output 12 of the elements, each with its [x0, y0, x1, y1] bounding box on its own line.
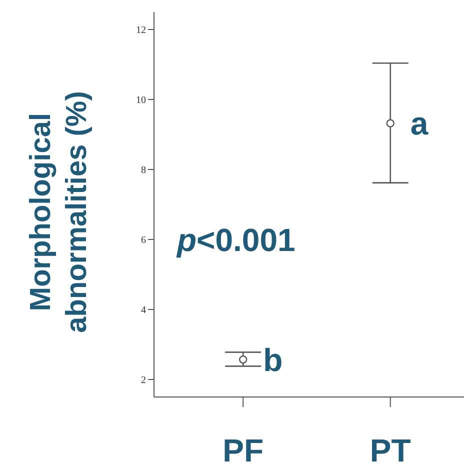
y-axis-title: Morphological abnormalities (%) — [25, 91, 93, 333]
annotation: a — [410, 106, 428, 142]
y-tick-label: 8 — [141, 165, 146, 176]
x-tick-label: PT — [370, 432, 412, 469]
y-tick-label: 6 — [141, 235, 146, 246]
y-tick-label: 4 — [141, 305, 146, 316]
annotation: p<0.001 — [177, 222, 296, 259]
y-tick-label: 12 — [136, 25, 146, 36]
y-tick-label: 2 — [141, 375, 146, 386]
x-tick-label: PF — [222, 432, 264, 469]
annotation: b — [263, 342, 283, 378]
y-tick-label: 10 — [136, 95, 146, 106]
